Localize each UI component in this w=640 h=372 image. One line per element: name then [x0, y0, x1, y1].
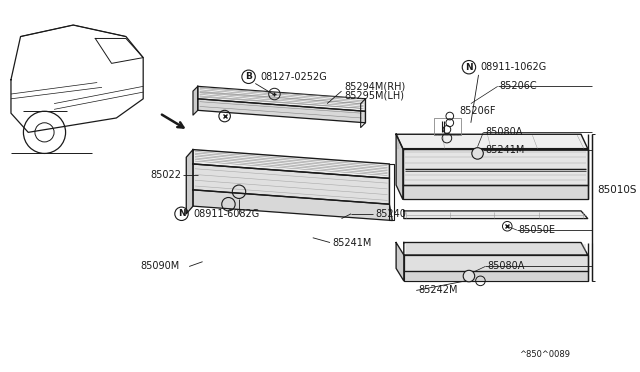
Polygon shape [396, 134, 403, 199]
Circle shape [472, 148, 483, 159]
Text: 85080A: 85080A [485, 127, 523, 137]
Text: 85242M: 85242M [418, 285, 458, 295]
Polygon shape [186, 150, 193, 214]
Text: 85022: 85022 [150, 170, 182, 180]
Polygon shape [193, 150, 389, 178]
Polygon shape [403, 149, 588, 185]
Text: 85241M: 85241M [332, 238, 371, 247]
Polygon shape [396, 134, 588, 149]
Circle shape [463, 270, 475, 282]
Text: B: B [245, 72, 252, 81]
Polygon shape [198, 99, 365, 123]
Polygon shape [404, 271, 588, 281]
Text: 85080A: 85080A [487, 262, 525, 272]
Polygon shape [396, 243, 404, 281]
Polygon shape [404, 243, 588, 255]
Polygon shape [404, 255, 588, 271]
Text: 85010S: 85010S [597, 185, 637, 195]
Polygon shape [193, 190, 392, 221]
Text: 85050E: 85050E [519, 225, 556, 235]
Text: 85206C: 85206C [500, 81, 537, 92]
Polygon shape [198, 86, 365, 111]
Text: 08911-1062G: 08911-1062G [481, 62, 547, 72]
Text: N: N [465, 63, 473, 72]
Text: 85294M(RH): 85294M(RH) [344, 81, 406, 92]
Text: N: N [178, 209, 186, 218]
Text: ^850^0089: ^850^0089 [519, 350, 570, 359]
Polygon shape [403, 185, 588, 199]
Text: 85206F: 85206F [460, 106, 496, 116]
Polygon shape [193, 164, 389, 204]
Text: 85240: 85240 [375, 209, 406, 219]
Polygon shape [193, 86, 198, 115]
Text: 85090M: 85090M [140, 262, 180, 272]
Text: 08911-6082G: 08911-6082G [193, 209, 259, 219]
Text: 85295M(LH): 85295M(LH) [344, 91, 404, 101]
Text: 85241M: 85241M [485, 145, 525, 155]
Text: 08127-0252G: 08127-0252G [260, 72, 327, 82]
Polygon shape [404, 211, 588, 219]
